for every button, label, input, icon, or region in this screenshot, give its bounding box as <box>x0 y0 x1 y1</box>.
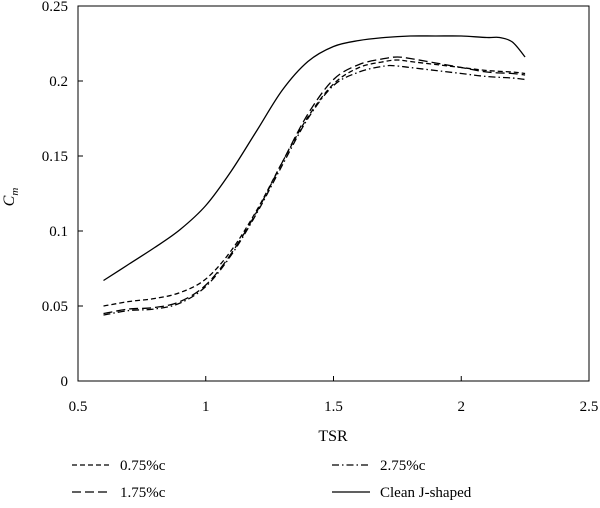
y-tick-label: 0.05 <box>42 299 68 315</box>
y-tick-label: 0.1 <box>49 224 68 240</box>
series-line-1 <box>103 59 526 307</box>
x-tick-label: 1 <box>202 399 210 415</box>
series-layer <box>103 35 526 316</box>
y-tick-label: 0.2 <box>49 74 68 90</box>
x-tick-label: 1.5 <box>324 399 343 415</box>
y-tick-label: 0 <box>61 374 69 390</box>
y-tick-label: 0.25 <box>42 0 68 15</box>
series-line-4 <box>103 35 526 282</box>
y-axis-title: Cm <box>1 188 21 207</box>
y-tick-label: 0.15 <box>42 149 68 165</box>
legend-label-1: 0.75%c <box>120 458 166 474</box>
legend-label-4: Clean J-shaped <box>380 485 472 501</box>
legend-label-3: 2.75%c <box>380 458 426 474</box>
plot-frame <box>77 5 590 382</box>
x-axis-title: TSR <box>318 428 348 445</box>
x-tick-label: 2 <box>458 399 466 415</box>
y-axis-title-subscript: m <box>9 188 21 196</box>
x-tick-label: 0.5 <box>69 399 88 415</box>
y-axis-title-main: C <box>1 195 18 206</box>
axis-ticks: 0.5 1 1.5 2 2.5 0 0.05 0.1 0.15 0.2 0.25 <box>42 0 599 415</box>
series-line-2 <box>103 56 526 315</box>
legend: 0.75%c 2.75%c 1.75%c Clean J-shaped <box>72 458 472 501</box>
legend-label-2: 1.75%c <box>120 485 166 501</box>
series-line-3 <box>103 64 526 316</box>
x-tick-label: 2.5 <box>580 399 599 415</box>
